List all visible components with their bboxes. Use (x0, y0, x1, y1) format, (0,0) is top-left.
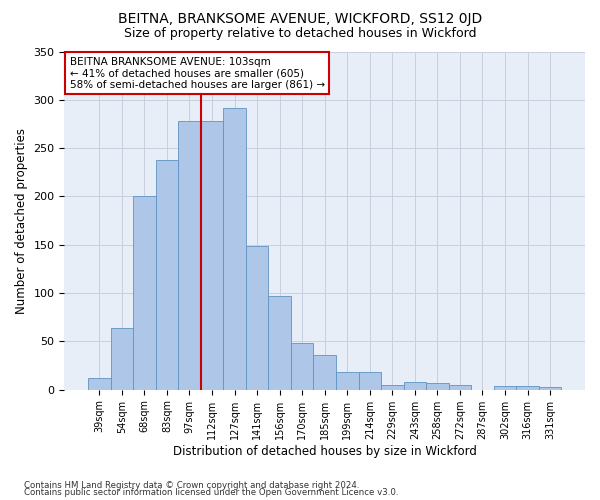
Bar (516, 386, 539, 390)
Bar (268, 296, 291, 390)
Bar (155, 160, 178, 390)
Text: BEITNA BRANKSOME AVENUE: 103sqm
← 41% of detached houses are smaller (605)
58% o: BEITNA BRANKSOME AVENUE: 103sqm ← 41% of… (70, 56, 325, 90)
Bar (291, 344, 313, 390)
Bar (313, 355, 336, 390)
Bar (539, 387, 562, 390)
Bar (449, 385, 471, 390)
Bar (201, 121, 223, 390)
Bar (381, 385, 404, 390)
Text: Contains public sector information licensed under the Open Government Licence v3: Contains public sector information licen… (24, 488, 398, 497)
Bar (133, 196, 155, 390)
Bar (336, 372, 359, 390)
Y-axis label: Number of detached properties: Number of detached properties (15, 128, 28, 314)
Bar (404, 382, 426, 390)
X-axis label: Distribution of detached houses by size in Wickford: Distribution of detached houses by size … (173, 444, 476, 458)
Bar (178, 121, 201, 390)
Bar (426, 383, 449, 390)
Bar (110, 328, 133, 390)
Bar (88, 378, 110, 390)
Bar (494, 386, 516, 390)
Bar (246, 246, 268, 390)
Bar (223, 108, 246, 390)
Text: Size of property relative to detached houses in Wickford: Size of property relative to detached ho… (124, 28, 476, 40)
Text: Contains HM Land Registry data © Crown copyright and database right 2024.: Contains HM Land Registry data © Crown c… (24, 480, 359, 490)
Text: BEITNA, BRANKSOME AVENUE, WICKFORD, SS12 0JD: BEITNA, BRANKSOME AVENUE, WICKFORD, SS12… (118, 12, 482, 26)
Bar (359, 372, 381, 390)
